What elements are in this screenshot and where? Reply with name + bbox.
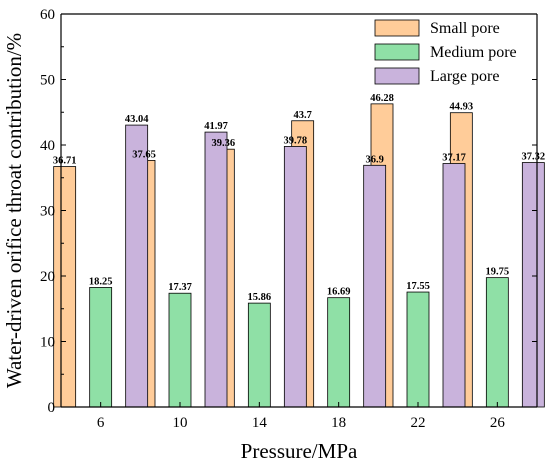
- bar-large-pore-10: [204, 131, 228, 408]
- data-label: 18.25: [89, 276, 113, 287]
- x-tick-label: 6: [97, 415, 105, 431]
- bar-medium-pore-18: [327, 297, 351, 408]
- bar-medium-pore-26: [485, 277, 509, 408]
- data-label: 16.69: [327, 287, 351, 298]
- bar-medium-pore-14: [247, 302, 271, 408]
- data-label: 17.55: [406, 281, 430, 292]
- bar-medium-pore-10: [168, 292, 192, 408]
- y-tick-label: 50: [40, 73, 55, 89]
- data-label: 36.9: [365, 154, 383, 165]
- legend-swatch-large-pore: [374, 67, 420, 85]
- y-tick-label: 10: [40, 335, 55, 351]
- data-label: 43.04: [125, 114, 149, 125]
- data-label: 17.37: [168, 282, 192, 293]
- y-tick-label: 40: [40, 138, 55, 154]
- data-label: 19.75: [486, 267, 510, 278]
- bar-medium-pore-22: [406, 291, 430, 408]
- data-label: 44.93: [450, 102, 474, 113]
- data-label: 39.36: [212, 138, 236, 149]
- y-tick-label: 20: [40, 269, 55, 285]
- bars-layer: [53, 103, 545, 408]
- legend-label: Large pore: [430, 68, 499, 85]
- data-label: 43.7: [293, 110, 311, 121]
- y-axis-title: Water-driven orifice throat contribution…: [2, 33, 26, 388]
- data-label: 15.86: [248, 292, 272, 303]
- y-tick-label: 60: [40, 7, 55, 23]
- bar-large-pore-26: [521, 162, 545, 408]
- x-tick-label: 10: [173, 415, 188, 431]
- bar-large-pore-18: [363, 164, 387, 408]
- legend-swatch-small-pore: [374, 19, 420, 37]
- x-tick-label: 14: [252, 415, 268, 431]
- y-tick-label: 30: [40, 204, 55, 220]
- data-label: 39.78: [284, 135, 308, 146]
- x-tick-label: 22: [411, 415, 426, 431]
- x-axis-title: Pressure/MPa: [241, 439, 358, 463]
- data-label: 46.28: [370, 93, 394, 104]
- bar-large-pore-6: [125, 124, 149, 408]
- data-label: 37.17: [442, 153, 466, 164]
- bar-large-pore-14: [283, 146, 307, 408]
- data-label: 37.32: [522, 152, 546, 163]
- data-labels-layer: 36.71 37.65 39.36 43.7 46.28 44.93 18.25 17.37 1…: [53, 93, 545, 303]
- bar-medium-pore-6: [89, 287, 113, 408]
- x-tick-label: 18: [331, 415, 346, 431]
- x-tick-label: 26: [490, 415, 506, 431]
- legend-label: Small pore: [430, 20, 500, 37]
- y-tick-label: 0: [48, 400, 56, 416]
- data-label: 41.97: [204, 121, 228, 132]
- bar-small-pore-6: [53, 166, 77, 408]
- legend: Small pore Medium pore Large pore: [374, 19, 517, 85]
- legend-label: Medium pore: [430, 44, 517, 61]
- data-label: 37.65: [132, 149, 156, 160]
- axes-layer: 0 10 20 30 40 50 60 6 10 14 18 22 26: [40, 7, 538, 431]
- bar-large-pore-22: [442, 163, 466, 408]
- legend-swatch-medium-pore: [374, 43, 420, 61]
- data-label: 36.71: [53, 156, 77, 167]
